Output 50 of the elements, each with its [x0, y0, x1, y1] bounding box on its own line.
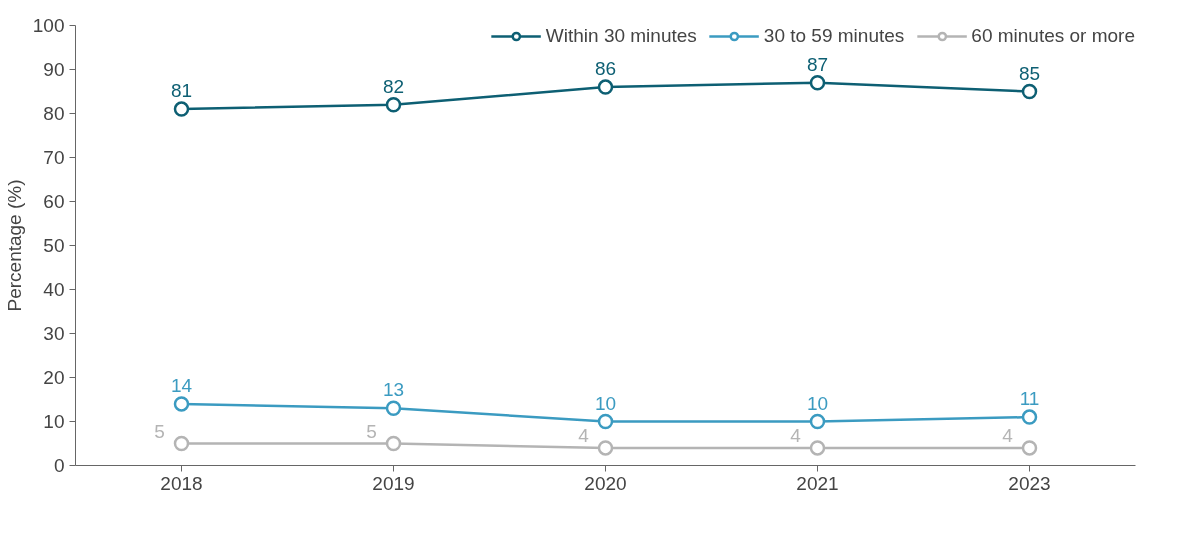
point	[385, 400, 402, 417]
point	[173, 435, 190, 452]
x-tick-label: 2019	[372, 472, 415, 494]
data-label: 82	[382, 75, 405, 97]
y-tick-label: 60	[43, 191, 65, 212]
y-tick-label: 20	[43, 367, 65, 388]
point	[809, 440, 826, 456]
legend-label: Within 30 minutes	[545, 25, 697, 47]
point	[173, 101, 190, 117]
y-tick-label: 10	[43, 411, 65, 432]
point	[809, 413, 826, 430]
data-label: 11	[1019, 388, 1040, 410]
point	[1021, 440, 1038, 456]
legend-label: 60 minutes or more	[971, 25, 1135, 47]
data-label: 5	[154, 420, 165, 442]
y-tick-label: 100	[32, 15, 65, 36]
y-tick-label: 90	[43, 59, 65, 80]
x-tick-label: 2023	[1008, 472, 1051, 494]
x-tick-label: 2018	[160, 472, 203, 494]
point	[597, 79, 614, 95]
y-tick-label: 50	[43, 235, 65, 256]
point	[597, 413, 614, 430]
data-label: 5	[366, 420, 377, 442]
data-label: 81	[170, 80, 193, 102]
data-label: 10	[806, 392, 829, 414]
point	[385, 435, 402, 452]
y-tick-label: 80	[43, 103, 65, 124]
data-label: 10	[594, 392, 617, 414]
y-tick-label: 0	[53, 455, 65, 476]
legend-label: 30 to 59 minutes	[763, 25, 905, 47]
y-axis-title: Percentage (%)	[3, 179, 25, 312]
y-tick-label: 40	[43, 279, 65, 300]
data-label: 85	[1018, 62, 1041, 84]
point	[809, 74, 826, 91]
data-label: 86	[594, 58, 617, 80]
point	[385, 96, 402, 113]
point	[173, 396, 190, 412]
data-label: 4	[578, 424, 590, 446]
point	[1021, 409, 1038, 425]
data-label: 4	[790, 424, 802, 446]
data-label: 14	[170, 374, 193, 396]
data-label: 4	[1002, 424, 1014, 446]
x-tick-label: 2021	[796, 472, 839, 494]
data-label: 87	[806, 53, 829, 75]
y-tick-label: 70	[43, 147, 65, 168]
point	[1021, 83, 1038, 100]
x-tick-label: 2020	[584, 472, 627, 494]
data-label: 13	[382, 379, 405, 401]
point	[597, 440, 614, 456]
y-tick-label: 30	[43, 323, 65, 344]
